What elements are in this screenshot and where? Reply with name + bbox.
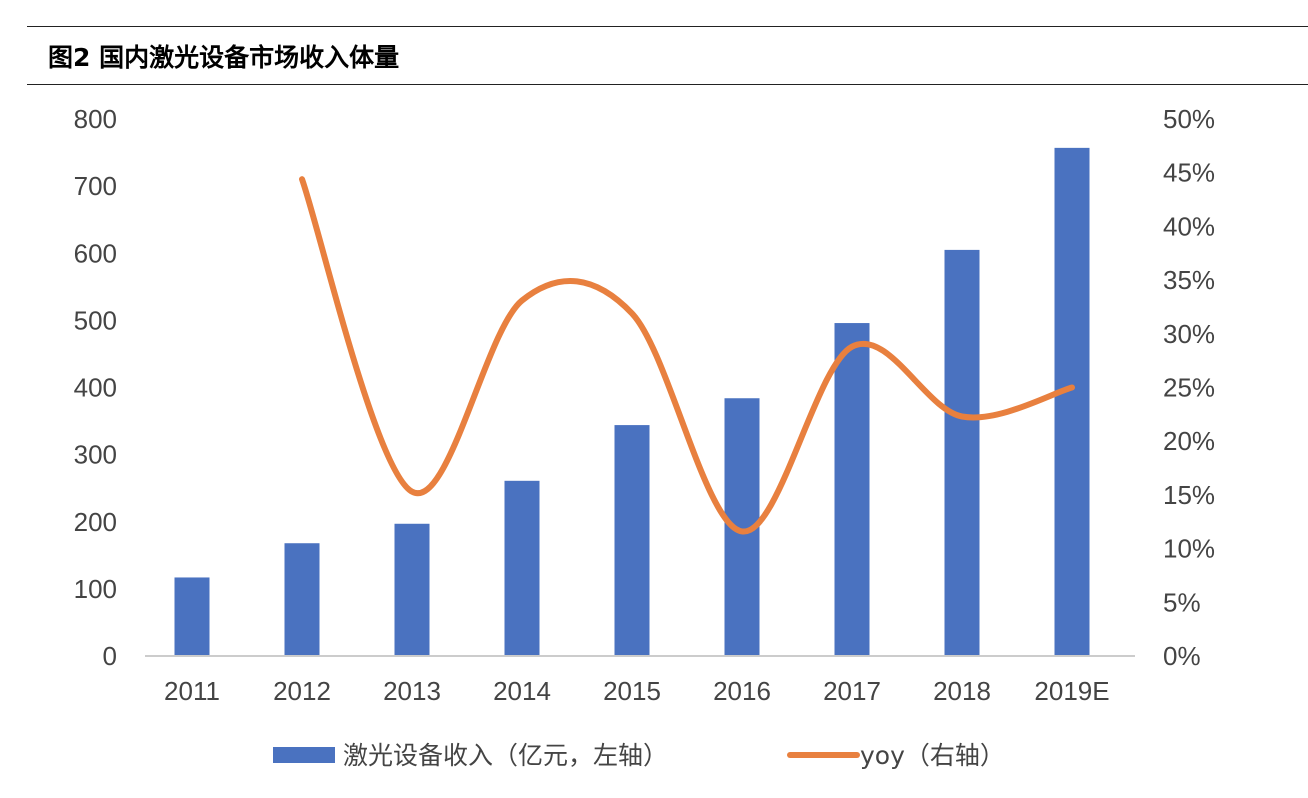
x-tick-label: 2019E [1034,676,1109,706]
top-rule [27,26,1308,27]
right-tick-label: 10% [1163,534,1215,564]
legend-bar-label: 激光设备收入（亿元，左轴） [343,741,668,770]
x-tick-label: 2014 [493,676,551,706]
left-tick-label: 0 [103,641,117,671]
x-tick-label: 2017 [823,676,881,706]
bar [284,543,320,656]
x-tick-label: 2012 [273,676,331,706]
x-tick-label: 2011 [164,676,220,706]
left-tick-label: 800 [74,104,117,134]
bar [504,480,540,656]
legend-bar-swatch [273,747,335,763]
right-tick-label: 5% [1163,587,1201,617]
bar [944,249,980,657]
left-tick-label: 100 [74,574,117,604]
left-tick-label: 600 [74,238,117,268]
bar [1054,147,1090,656]
bar [614,425,650,656]
x-tick-label: 2013 [383,676,441,706]
title-rule [27,84,1308,85]
right-tick-label: 35% [1163,265,1215,295]
right-tick-label: 20% [1163,426,1215,456]
bar [834,323,870,656]
bar [394,523,430,656]
x-tick-label: 2018 [933,676,991,706]
yoy-line [299,176,1075,535]
left-tick-label: 300 [74,440,117,470]
right-tick-label: 0% [1163,641,1201,671]
bar [174,577,210,656]
right-tick-label: 50% [1163,104,1215,134]
x-tick-label: 2015 [603,676,661,706]
left-tick-label: 700 [74,171,117,201]
right-tick-label: 30% [1163,319,1215,349]
right-tick-label: 15% [1163,480,1215,510]
left-tick-label: 200 [74,507,117,537]
legend-line-label: yoy（右轴） [860,741,1005,770]
left-tick-label: 500 [74,305,117,335]
right-tick-label: 40% [1163,211,1215,241]
x-tick-label: 2016 [713,676,771,706]
left-tick-label: 400 [74,373,117,403]
right-tick-label: 45% [1163,158,1215,188]
right-tick-label: 25% [1163,373,1215,403]
figure-title: 图2 国内激光设备市场收入体量 [48,43,400,72]
